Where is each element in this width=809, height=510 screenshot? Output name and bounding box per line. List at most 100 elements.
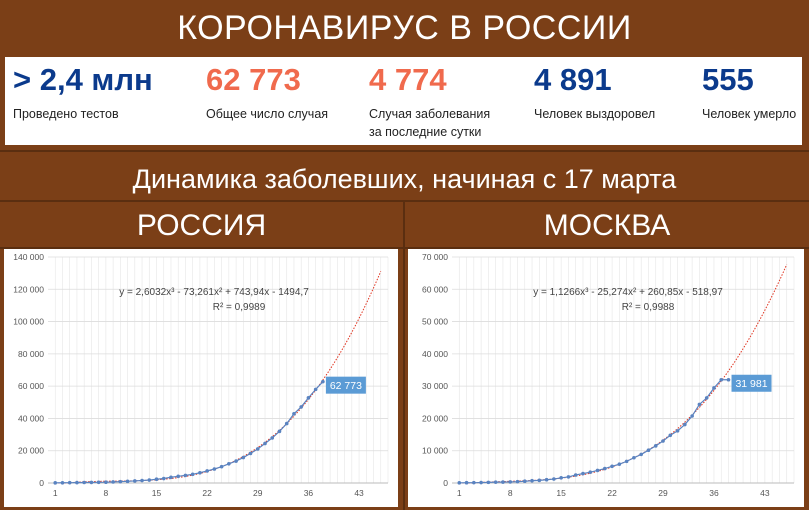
stat-daily-cases-value: 4 774 — [369, 62, 447, 97]
y-tick-label: 30 000 — [422, 381, 448, 391]
series-line — [459, 379, 729, 484]
trend-equation: y = 1,1266x³ - 25,274x² + 260,85x - 518,… — [533, 287, 723, 298]
chart-title-moscow: МОСКВА — [543, 209, 671, 242]
x-tick-label: 43 — [760, 488, 770, 498]
data-point — [212, 467, 217, 471]
data-point — [234, 459, 238, 463]
data-point — [60, 480, 65, 485]
y-tick-label: 50 000 — [422, 317, 448, 327]
stat-recovered-label: Человек выздоровел — [534, 107, 656, 121]
stat-tests-value: > 2,4 млн — [13, 62, 153, 97]
data-point — [263, 441, 267, 446]
stat-recovered: 4 891 Человек выздоровел — [534, 61, 655, 123]
x-tick-label: 8 — [104, 488, 109, 498]
data-point — [464, 480, 469, 485]
data-point — [227, 461, 231, 466]
stat-tests: > 2,4 млн Проведено тестов — [13, 61, 153, 123]
y-tick-label: 20 000 — [422, 413, 448, 423]
data-point — [125, 479, 130, 484]
data-point — [595, 468, 600, 473]
data-point — [683, 422, 687, 427]
y-tick-label: 40 000 — [422, 349, 448, 359]
trend-r-squared: R² = 0,9988 — [622, 302, 675, 313]
data-point — [67, 480, 72, 485]
data-point — [515, 479, 520, 484]
data-point — [190, 472, 195, 477]
data-point — [690, 414, 694, 418]
data-point — [653, 444, 658, 448]
y-tick-label: 0 — [443, 478, 448, 488]
data-point — [241, 455, 246, 460]
data-point — [704, 396, 709, 400]
divider — [403, 201, 405, 510]
chart-title-russia: РОССИЯ — [136, 209, 267, 242]
data-point — [588, 470, 593, 474]
data-point — [486, 480, 491, 485]
x-tick-label: 1 — [53, 488, 58, 498]
x-tick-label: 36 — [304, 488, 314, 498]
x-tick-label: 8 — [508, 488, 513, 498]
data-point — [552, 477, 556, 481]
y-tick-label: 0 — [39, 478, 44, 488]
data-point — [726, 377, 731, 382]
data-point — [169, 475, 173, 480]
x-tick-label: 36 — [709, 488, 719, 498]
data-point — [248, 451, 253, 456]
data-point — [472, 480, 476, 485]
x-tick-label: 22 — [202, 488, 212, 498]
data-point — [205, 469, 209, 473]
chart-moscow: 0 10 000 20 000 30 000 40 000 50 000 60 000 70 … — [422, 252, 795, 498]
page-subtitle: Динамика заболевших, начиная с 17 марта — [132, 164, 677, 194]
y-tick-label: 80 000 — [18, 349, 44, 359]
data-point — [697, 402, 702, 407]
data-point — [624, 459, 629, 464]
data-point — [639, 452, 643, 457]
y-tick-label: 100 000 — [13, 317, 44, 327]
data-label-box — [325, 376, 366, 394]
y-tick-label: 140 000 — [13, 252, 44, 262]
data-point — [610, 464, 614, 469]
stat-daily-cases: 4 774 Случая заболевания за последние сут… — [369, 61, 490, 141]
stat-total-cases: 62 773 Общее число случая — [206, 61, 328, 123]
stat-deaths-value: 555 — [702, 62, 754, 97]
data-point — [573, 473, 578, 477]
data-point — [544, 477, 549, 482]
data-point — [537, 478, 542, 483]
data-point — [321, 379, 325, 384]
divider — [0, 247, 809, 249]
trend-equation: y = 2,6032x³ - 73,261x² + 743,94x - 1494… — [119, 287, 309, 298]
y-tick-label: 10 000 — [422, 446, 448, 456]
data-point — [581, 471, 585, 476]
data-label: 62 773 — [330, 380, 362, 392]
data-point — [603, 466, 607, 471]
data-point — [501, 480, 505, 484]
x-tick-label: 15 — [152, 488, 162, 498]
data-point — [96, 480, 101, 485]
data-point — [522, 479, 527, 484]
x-tick-label: 15 — [556, 488, 566, 498]
y-tick-label: 40 000 — [18, 413, 44, 423]
data-point — [661, 439, 665, 443]
data-point — [646, 448, 651, 453]
data-point — [719, 377, 724, 382]
data-label: 31 981 — [735, 378, 767, 390]
data-point — [255, 447, 260, 451]
data-point — [292, 412, 296, 416]
data-point — [479, 480, 483, 485]
data-point — [53, 481, 58, 485]
data-point — [675, 429, 680, 433]
stat-tests-label: Проведено тестов — [13, 107, 119, 121]
series-line — [55, 381, 324, 484]
trend-r-squared: R² = 0,9989 — [213, 302, 266, 313]
stat-recovered-value: 4 891 — [534, 62, 612, 97]
x-tick-label: 22 — [607, 488, 617, 498]
chart-russia: 0 20 000 40 000 60 000 80 000 100 000 120 000 1… — [13, 252, 389, 498]
stat-deaths: 555 Человек умерло — [702, 61, 796, 123]
data-point — [712, 386, 716, 390]
stat-total-cases-label: Общее число случая — [206, 107, 329, 121]
data-point — [111, 480, 115, 484]
data-point — [493, 480, 498, 484]
trendline — [55, 271, 382, 484]
data-point — [530, 478, 534, 483]
data-point — [82, 480, 86, 485]
